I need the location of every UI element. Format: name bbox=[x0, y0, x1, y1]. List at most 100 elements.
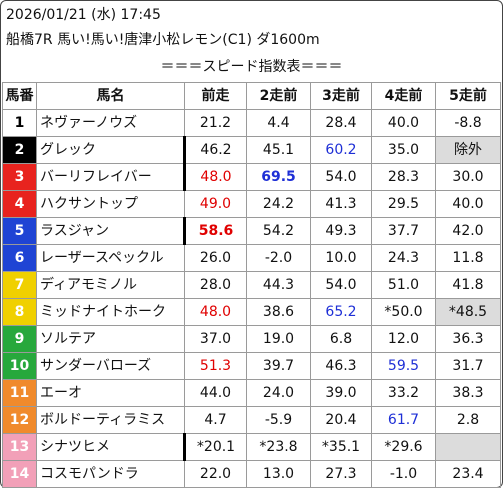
speed-index-cell: 42.0 bbox=[435, 217, 501, 245]
horse-name: ラスジャン bbox=[36, 217, 185, 245]
speed-index-cell bbox=[435, 433, 501, 461]
speed-index-cell: *20.1 bbox=[183, 433, 247, 461]
speed-index-cell: *29.6 bbox=[371, 433, 436, 461]
speed-index-cell: 19.0 bbox=[246, 325, 311, 353]
race-title: 船橋7R 馬い!馬い!唐津小松レモン(C1) ダ1600m bbox=[6, 32, 320, 48]
table-body: 1 ネヴァーノウズ 21.2 4.4 28.4 40.0 -8.8 2 グレック 46.2 45.1… bbox=[2, 109, 501, 488]
speed-index-table: 馬番 馬名 前走 2走前 3走前 4走前 5走前 1 ネヴァーノウズ 21.2 4.4… bbox=[2, 82, 501, 488]
table-row: 6 レーザースペックル 26.0 -2.0 10.0 24.3 11.8 bbox=[2, 244, 501, 272]
datetime-text: 2026/01/21 (水) 17:45 bbox=[6, 7, 161, 23]
speed-index-cell: 45.1 bbox=[246, 136, 311, 164]
horse-name: ミッドナイトホーク bbox=[36, 298, 185, 326]
horse-number: 5 bbox=[2, 217, 37, 245]
speed-index-cell: 4.4 bbox=[246, 109, 311, 137]
table-row: 9 ソルテア 37.0 19.0 6.8 12.0 36.3 bbox=[2, 325, 501, 353]
horse-number: 14 bbox=[2, 460, 37, 488]
speed-index-cell: -8.8 bbox=[435, 109, 501, 137]
speed-index-cell: 40.0 bbox=[435, 190, 501, 218]
speed-index-cell: 21.2 bbox=[184, 109, 247, 137]
speed-index-cell: *35.1 bbox=[310, 433, 372, 461]
speed-index-cell: 4.7 bbox=[184, 406, 247, 434]
speed-index-cell: 37.7 bbox=[371, 217, 436, 245]
table-row: 2 グレック 46.2 45.1 60.2 35.0 除外 bbox=[2, 136, 501, 164]
table-row: 11 エーオ 44.0 24.0 39.0 33.2 38.3 bbox=[2, 379, 501, 407]
speed-index-cell: 38.6 bbox=[246, 298, 311, 326]
speed-index-cell: 29.5 bbox=[371, 190, 436, 218]
table-row: 7 ディアモミノル 28.0 44.3 54.0 51.0 41.8 bbox=[2, 271, 501, 299]
col-header-number: 馬番 bbox=[2, 82, 37, 110]
speed-index-cell: 39.0 bbox=[310, 379, 372, 407]
speed-index-cell: 13.0 bbox=[246, 460, 311, 488]
speed-index-cell: 44.0 bbox=[184, 379, 247, 407]
horse-name: ボルドーティラミス bbox=[36, 406, 185, 434]
table-row: 13 シナツヒメ *20.1 *23.8 *35.1 *29.6 bbox=[2, 433, 501, 461]
speed-index-cell: 11.8 bbox=[435, 244, 501, 272]
header-row: 馬番 馬名 前走 2走前 3走前 4走前 5走前 bbox=[2, 82, 501, 110]
horse-number: 12 bbox=[2, 406, 37, 434]
horse-number: 2 bbox=[2, 136, 37, 164]
horse-name: ソルテア bbox=[36, 325, 185, 353]
speed-index-cell: 39.7 bbox=[246, 352, 311, 380]
speed-index-cell: 51.3 bbox=[184, 352, 247, 380]
horse-number: 4 bbox=[2, 190, 37, 218]
speed-index-cell: *48.5 bbox=[435, 298, 501, 326]
horse-number: 13 bbox=[2, 433, 37, 461]
speed-index-cell: 23.4 bbox=[435, 460, 501, 488]
horse-name: コスモパンドラ bbox=[36, 460, 185, 488]
speed-index-cell: 31.7 bbox=[435, 352, 501, 380]
horse-name: エーオ bbox=[36, 379, 185, 407]
speed-index-cell: 69.5 bbox=[246, 163, 311, 191]
speed-index-cell: 除外 bbox=[435, 136, 501, 164]
speed-index-cell: 58.6 bbox=[183, 217, 247, 245]
speed-index-cell: 41.8 bbox=[435, 271, 501, 299]
speed-index-cell: 54.2 bbox=[246, 217, 311, 245]
col-header-3-ago: 3走前 bbox=[310, 82, 372, 110]
speed-index-cell: 61.7 bbox=[371, 406, 436, 434]
speed-index-cell: 46.2 bbox=[183, 136, 247, 164]
speed-index-cell: 26.0 bbox=[184, 244, 247, 272]
speed-index-cell: 59.5 bbox=[371, 352, 436, 380]
table-row: 3 バーリフレイバー 48.0 69.5 54.0 28.3 30.0 bbox=[2, 163, 501, 191]
speed-index-cell: 54.0 bbox=[310, 271, 372, 299]
table-row: 1 ネヴァーノウズ 21.2 4.4 28.4 40.0 -8.8 bbox=[2, 109, 501, 137]
speed-index-cell: 27.3 bbox=[310, 460, 372, 488]
speed-index-cell: 28.3 bbox=[371, 163, 436, 191]
col-header-5-ago: 5走前 bbox=[435, 82, 501, 110]
speed-index-cell: 60.2 bbox=[310, 136, 372, 164]
speed-index-cell: 36.3 bbox=[435, 325, 501, 353]
speed-index-cell: 24.3 bbox=[371, 244, 436, 272]
speed-index-cell: 49.3 bbox=[310, 217, 372, 245]
speed-index-cell: -5.9 bbox=[246, 406, 311, 434]
horse-name: ディアモミノル bbox=[36, 271, 185, 299]
horse-name: サンダーバローズ bbox=[36, 352, 185, 380]
speed-index-cell: 35.0 bbox=[371, 136, 436, 164]
horse-number: 11 bbox=[2, 379, 37, 407]
horse-number: 1 bbox=[2, 109, 37, 137]
table-row: 12 ボルドーティラミス 4.7 -5.9 20.4 61.7 2.8 bbox=[2, 406, 501, 434]
table-row: 14 コスモパンドラ 22.0 13.0 27.3 -1.0 23.4 bbox=[2, 460, 501, 488]
speed-index-cell: 28.4 bbox=[310, 109, 372, 137]
speed-index-cell: 33.2 bbox=[371, 379, 436, 407]
horse-number: 7 bbox=[2, 271, 37, 299]
speed-index-cell: 6.8 bbox=[310, 325, 372, 353]
speed-index-cell: *50.0 bbox=[371, 298, 436, 326]
speed-index-cell: 65.2 bbox=[310, 298, 372, 326]
speed-index-cell: 48.0 bbox=[184, 298, 247, 326]
horse-name: ネヴァーノウズ bbox=[36, 109, 185, 137]
horse-number: 3 bbox=[2, 163, 37, 191]
horse-number: 9 bbox=[2, 325, 37, 353]
speed-index-cell: 48.0 bbox=[183, 163, 247, 191]
speed-index-cell: 44.3 bbox=[246, 271, 311, 299]
horse-name: レーザースペックル bbox=[36, 244, 185, 272]
speed-index-cell: 40.0 bbox=[371, 109, 436, 137]
horse-name: シナツヒメ bbox=[36, 433, 185, 461]
col-header-2-ago: 2走前 bbox=[246, 82, 311, 110]
speed-index-cell: 46.3 bbox=[310, 352, 372, 380]
speed-index-cell: 30.0 bbox=[435, 163, 501, 191]
speed-index-cell: 41.3 bbox=[310, 190, 372, 218]
table-row: 5 ラスジャン 58.6 54.2 49.3 37.7 42.0 bbox=[2, 217, 501, 245]
speed-index-cell: 38.3 bbox=[435, 379, 501, 407]
speed-index-cell: -2.0 bbox=[246, 244, 311, 272]
speed-index-cell: 54.0 bbox=[310, 163, 372, 191]
horse-name: グレック bbox=[36, 136, 185, 164]
